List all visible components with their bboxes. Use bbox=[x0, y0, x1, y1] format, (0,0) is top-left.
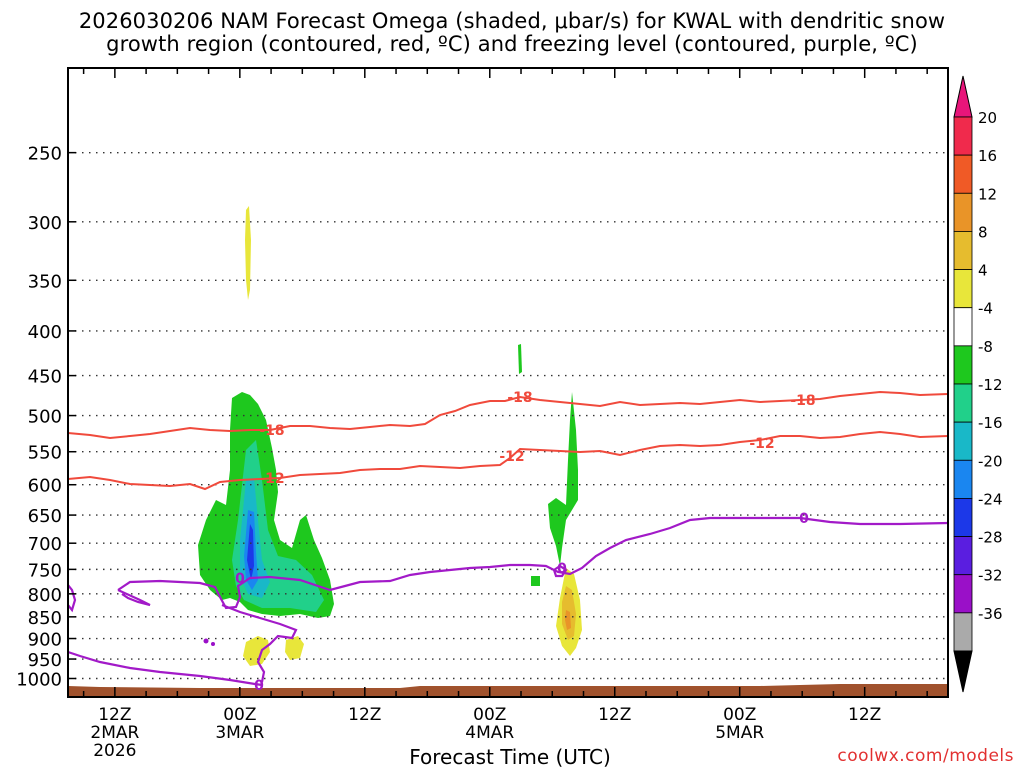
y-tick-label: 450 bbox=[28, 367, 62, 388]
omega-region-yellow-low-1 bbox=[243, 636, 270, 666]
colorbar-label: -8 bbox=[978, 338, 993, 356]
omega-region-green-3 bbox=[518, 344, 522, 374]
x-tick-date: 2MAR bbox=[90, 723, 139, 743]
x-tick-label: 00Z bbox=[223, 705, 256, 725]
colorbar-label: -4 bbox=[978, 300, 993, 318]
y-tick-label: 550 bbox=[28, 443, 62, 464]
colorbar-swatch bbox=[953, 192, 973, 232]
x-tick-label: 12Z bbox=[598, 705, 631, 725]
contour-labels: -18 -18 -18 -12 -12 -12 0 0 0 0 bbox=[235, 390, 816, 694]
colorbar-label: 16 bbox=[978, 147, 997, 165]
omega-region-green-2 bbox=[548, 392, 578, 566]
y-tick-label: 600 bbox=[28, 476, 62, 497]
contour-label: -12 bbox=[259, 471, 284, 487]
contour-label: -18 bbox=[507, 390, 532, 406]
colorbar-swatch bbox=[953, 154, 973, 194]
omega-region-yellow-low-2 bbox=[285, 636, 304, 660]
x-tick-label: 12Z bbox=[348, 705, 381, 725]
colorbar-label: 12 bbox=[978, 185, 997, 203]
chart-title-line-2: growth region (contoured, red, ºC) and f… bbox=[106, 32, 918, 56]
y-tick-label: 950 bbox=[28, 650, 62, 671]
y-tick-label: 800 bbox=[28, 585, 62, 606]
colorbar-swatch bbox=[953, 612, 973, 652]
y-tick-label: 400 bbox=[28, 322, 62, 343]
omega-dot bbox=[203, 638, 209, 644]
dgz-contour-minus18 bbox=[68, 390, 948, 440]
plot-frame bbox=[67, 67, 949, 698]
colorbar-swatch bbox=[953, 459, 973, 499]
dgz-contour-minus12 bbox=[68, 430, 948, 491]
contour-label: 0 bbox=[557, 561, 567, 577]
colorbar-swatch bbox=[953, 116, 973, 156]
omega-dot bbox=[211, 642, 215, 646]
colorbar-swatch bbox=[953, 345, 973, 385]
y-tick-label: 250 bbox=[28, 144, 62, 165]
contour-lines bbox=[68, 390, 948, 687]
colorbar-top-arrow bbox=[953, 75, 973, 118]
colorbar-label: -28 bbox=[978, 529, 1003, 547]
x-tick-date: 3MAR bbox=[215, 723, 264, 743]
contour-label: -12 bbox=[499, 449, 524, 465]
colorbar-swatch bbox=[953, 269, 973, 309]
colorbar-swatch bbox=[953, 421, 973, 461]
x-tick-date: 5MAR bbox=[715, 723, 764, 743]
y-tick-label: 850 bbox=[28, 608, 62, 629]
freezing-level-small-loop bbox=[552, 564, 568, 578]
y-tick-label: 700 bbox=[28, 534, 62, 555]
omega-shading bbox=[198, 206, 582, 666]
y-tick-label: 300 bbox=[28, 213, 62, 234]
chart-title-line-1: 2026030206 NAM Forecast Omega (shaded, μ… bbox=[78, 9, 946, 33]
terrain-band bbox=[68, 684, 948, 696]
colorbar-label: -16 bbox=[978, 414, 1003, 432]
colorbar-swatch bbox=[953, 383, 973, 423]
y-tick-label: 500 bbox=[28, 407, 62, 428]
colorbar-swatch bbox=[953, 307, 973, 347]
omega-region-yellow-upper bbox=[245, 206, 251, 300]
gridlines bbox=[68, 151, 948, 680]
x-tick-label: 00Z bbox=[473, 705, 506, 725]
colorbar-label: 8 bbox=[978, 223, 988, 241]
y-tick-label: 900 bbox=[28, 630, 62, 651]
contour-label: 0 bbox=[254, 678, 264, 694]
omega-region-orange-2 bbox=[565, 610, 571, 630]
omega-region-green bbox=[198, 392, 334, 618]
credit-link[interactable]: coolwx.com/models bbox=[837, 746, 1014, 766]
x-tick-label: 12Z bbox=[848, 705, 881, 725]
colorbar-swatch bbox=[953, 536, 973, 576]
colorbar-swatch bbox=[953, 574, 973, 614]
x-tick-year: 2026 bbox=[93, 741, 136, 761]
colorbar-swatch bbox=[953, 498, 973, 537]
x-axis-label: Forecast Time (UTC) bbox=[409, 745, 611, 769]
y-tick-label: 650 bbox=[28, 506, 62, 527]
contour-label: -18 bbox=[259, 423, 284, 439]
colorbar-label: -12 bbox=[978, 376, 1003, 394]
x-tick-label: 12Z bbox=[98, 705, 131, 725]
y-tick-label: 1000 bbox=[16, 669, 62, 690]
colorbar-label: -20 bbox=[978, 452, 1003, 470]
freezing-level-contour bbox=[68, 516, 948, 687]
omega-region-green-4 bbox=[531, 576, 540, 586]
x-tick-label: 00Z bbox=[723, 705, 756, 725]
colorbar-label: -24 bbox=[978, 490, 1003, 508]
contour-label: -12 bbox=[749, 436, 774, 452]
contour-label: -18 bbox=[790, 393, 815, 409]
colorbar-label: -36 bbox=[978, 605, 1003, 623]
colorbar-label: -32 bbox=[978, 567, 1003, 585]
contour-label: 0 bbox=[799, 511, 809, 527]
contour-label: 0 bbox=[235, 571, 245, 587]
y-tick-label: 350 bbox=[28, 271, 62, 292]
x-tick-date: 4MAR bbox=[465, 723, 514, 743]
colorbar-swatch bbox=[953, 231, 973, 270]
omega-region-darkblue bbox=[247, 524, 254, 580]
y-tick-label: 750 bbox=[28, 560, 62, 581]
colorbar-label: 4 bbox=[978, 262, 988, 280]
colorbar-bottom-arrow bbox=[953, 650, 973, 693]
colorbar: 20 16 12 8 4 -4 -8 -12 -16 -20 -24 -28 -32 -36 bbox=[953, 75, 1003, 693]
y-axis: 2503003504004505005506006507007508008509… bbox=[16, 144, 76, 690]
colorbar-label: 20 bbox=[978, 109, 997, 127]
